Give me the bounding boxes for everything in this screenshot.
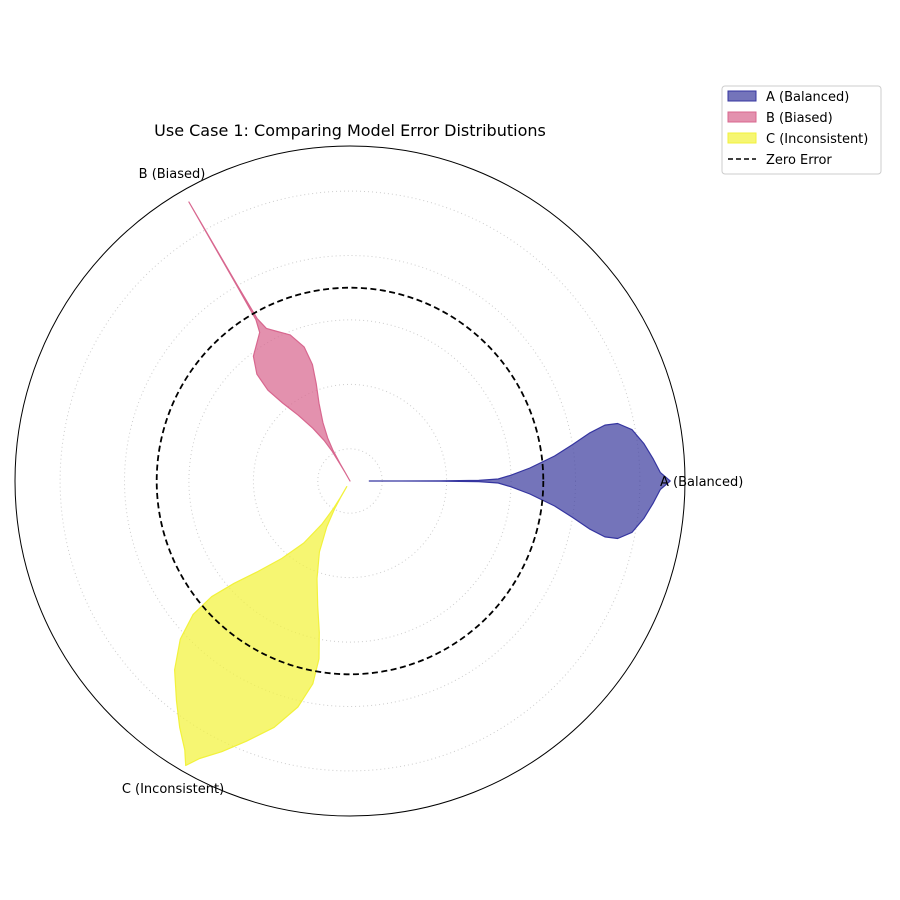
legend: A (Balanced) B (Biased) C (Inconsistent)… (721, 85, 882, 175)
chart-title: Use Case 1: Comparing Model Error Distri… (154, 121, 546, 140)
polar-frame (14, 145, 686, 817)
category-label-c: C (Inconsistent) (122, 782, 224, 797)
violin-b (188, 201, 351, 482)
zero-error-circle (155, 286, 545, 676)
category-label-a: A (Balanced) (660, 475, 743, 490)
legend-label-b: B (Biased) (766, 111, 833, 126)
legend-swatch-c (727, 132, 757, 144)
category-label-b: B (Biased) (139, 167, 206, 182)
category-labels: A (Balanced) B (Biased) C (Inconsistent) (122, 167, 743, 797)
legend-label-a: A (Balanced) (766, 90, 849, 105)
violin-series (174, 201, 671, 767)
legend-label-c: C (Inconsistent) (766, 132, 868, 147)
legend-swatch-a (727, 90, 757, 102)
legend-swatch-b (727, 111, 757, 123)
violin-a (368, 422, 671, 540)
violin-c (174, 486, 348, 767)
legend-label-zero: Zero Error (766, 153, 832, 168)
legend-box (721, 85, 882, 175)
zero-error-circle-group (155, 286, 545, 676)
